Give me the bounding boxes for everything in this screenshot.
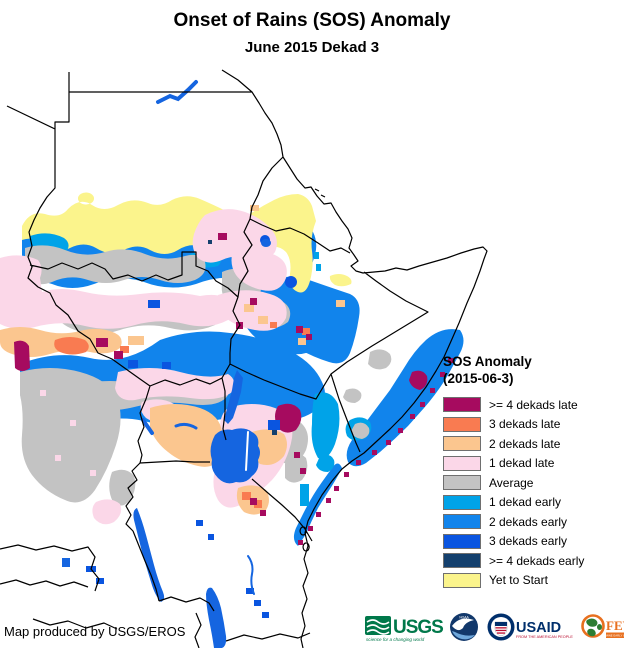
tanzania-river [247,555,255,595]
regions-3-dekads-late [54,322,310,508]
legend-item: 2 dekads early [443,514,623,530]
legend-swatch [443,533,481,549]
fewsnet-globe-land [586,618,602,637]
legend-label: 2 dekads early [489,514,568,529]
legend-swatch [443,514,481,530]
legend-label: Average [489,475,534,490]
usgs-text: USGS [393,617,443,638]
legend-label: 3 dekads early [489,534,568,549]
lake-albert [141,418,154,435]
fewsnet-text: FEWS NET [606,618,624,633]
legend-item: 2 dekads late [443,436,623,452]
legend-label: 1 dekad late [489,456,555,471]
legend-swatch [443,397,481,413]
kenya-river [245,431,249,471]
page-title: Onset of Rains (SOS) Anomaly [173,10,451,31]
usaid-stripes [495,627,507,634]
country-borders [0,69,488,648]
legend-label: Yet to Start [489,573,548,588]
legend-item: Yet to Start [443,572,623,588]
map-credit: Map produced by USGS/EROS [4,624,186,639]
legend-title: SOS Anomaly [443,354,532,369]
rivers [141,80,255,595]
page-subtitle: June 2015 Dekad 3 [244,39,380,56]
lake-kyoga [174,422,198,430]
legend-swatch [443,455,481,471]
usaid-text: USAID [516,620,561,636]
legend-label: 3 dekads late [489,417,561,432]
fewsnet-bar [606,632,624,638]
lakes [62,239,271,648]
noaa-text: NOAA [459,616,469,620]
logo-strip: USGS science for a changing world NOAA U… [364,611,624,643]
legend-item: 3 dekads early [443,533,623,549]
usaid-logo: USAID FROM THE AMERICAN PEOPLE [487,613,573,641]
legend-subtitle: (2015-06-3) [443,371,514,386]
legend-swatch [443,494,481,510]
legend-swatch [443,416,481,432]
regions-yet-to-start [22,192,352,293]
legend-swatch [443,436,481,452]
legend-label: >= 4 dekads late [489,397,578,412]
usgs-waves [366,619,390,635]
legend-item: Average [443,475,623,491]
legend-item: >= 4 dekads early [443,553,623,569]
fewsnet-tagline: FAMINE EARLY WARNING SYSTEMS NETWORK [602,634,624,638]
header: Onset of Rains (SOS) Anomaly June 2015 D… [0,0,624,56]
usgs-tagline: science for a changing world [366,637,425,642]
regions-2-dekads-late [0,205,345,515]
legend-item: 3 dekads late [443,416,623,432]
legend-item: 1 dekad late [443,455,623,471]
legend-swatch [443,553,481,569]
legend-item: 1 dekad early [443,494,623,510]
noaa-logo: NOAA [450,613,478,641]
noaa-gull [452,618,474,631]
usgs-logo: USGS science for a changing world [365,616,444,642]
regions-average [20,227,392,506]
noaa-lower [452,631,475,640]
usaid-tagline: FROM THE AMERICAN PEOPLE [516,635,573,639]
legend-item: >= 4 dekads late [443,397,623,413]
lake-nasser [156,80,198,104]
usaid-shield-chief [495,622,507,626]
legend-swatch [443,572,481,588]
legend: SOS Anomaly (2015-06-3) >= 4 dekads late… [443,353,623,593]
legend-label: >= 4 dekads early [489,553,585,568]
legend-label: 1 dekad early [489,495,562,510]
legend-swatch [443,475,481,491]
fewsnet-logo: FEWS NET FAMINE EARLY WARNING SYSTEMS NE… [581,614,624,638]
legend-label: 2 dekads late [489,436,561,451]
